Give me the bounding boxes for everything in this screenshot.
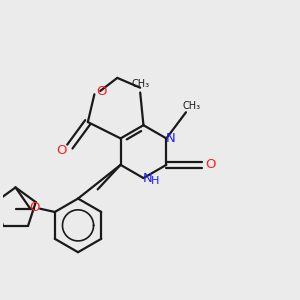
- Text: H: H: [151, 176, 159, 186]
- Text: O: O: [96, 85, 107, 98]
- Text: CH₃: CH₃: [183, 101, 201, 111]
- Text: N: N: [165, 132, 175, 145]
- Text: N: N: [142, 172, 152, 184]
- Text: CH₃: CH₃: [131, 79, 149, 89]
- Text: O: O: [205, 158, 216, 171]
- Text: O: O: [29, 201, 39, 214]
- Text: O: O: [56, 144, 67, 157]
